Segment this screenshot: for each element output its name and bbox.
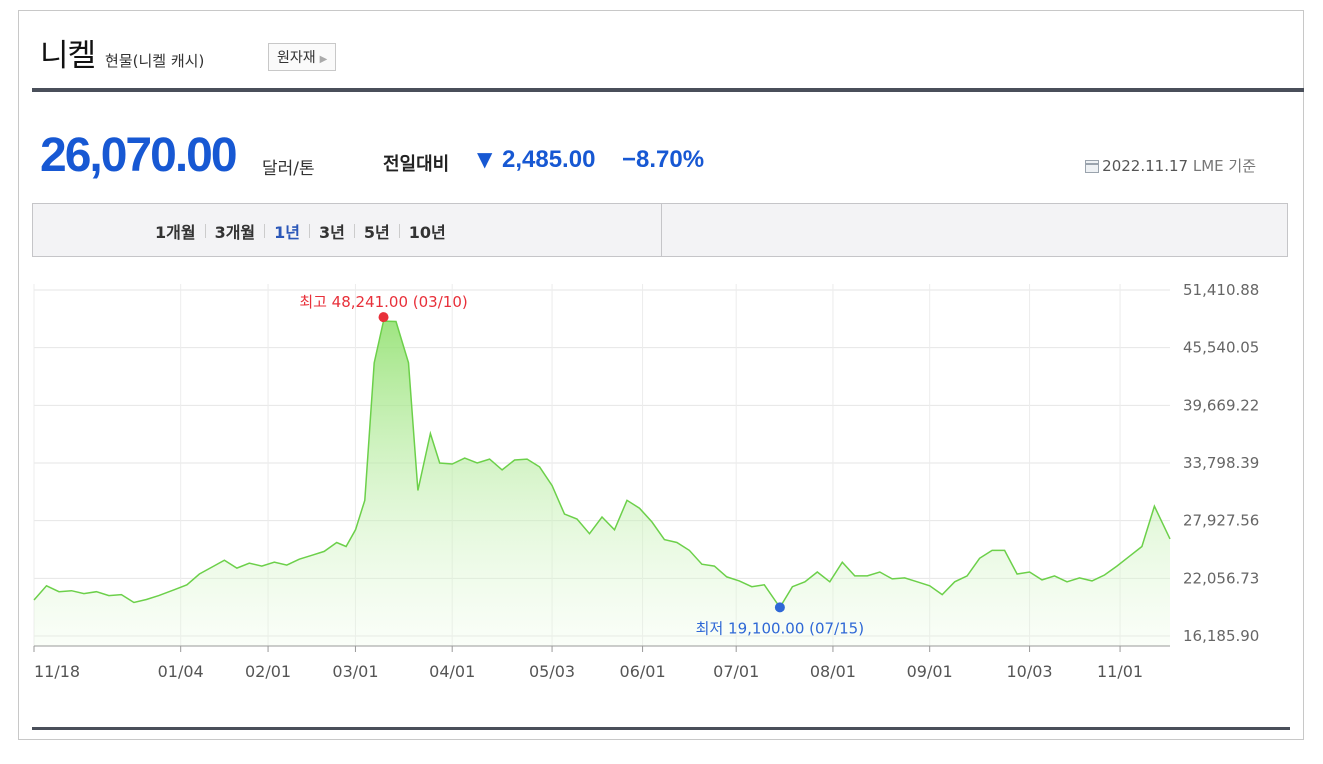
source-label: LME 기준 — [1192, 157, 1256, 175]
header-divider — [32, 88, 1304, 92]
price-unit: 달러/톤 — [262, 159, 315, 179]
low-point-marker — [774, 602, 785, 613]
period-tab[interactable]: 5년 — [363, 223, 390, 242]
y-tick-label: 16,185.90 — [1183, 627, 1259, 645]
y-tick-label: 45,540.05 — [1183, 339, 1259, 357]
tab-separator — [204, 224, 206, 238]
x-tick-label: 05/03 — [529, 662, 575, 681]
y-tick-label: 33,798.39 — [1183, 454, 1259, 472]
period-tab[interactable]: 10년 — [408, 223, 446, 242]
y-tick-label: 22,056.73 — [1183, 569, 1259, 587]
x-tick-label: 08/01 — [810, 662, 856, 681]
tab-separator — [309, 224, 311, 238]
x-tick-label: 07/01 — [713, 662, 759, 681]
down-triangle-icon: ▼ — [477, 147, 493, 171]
period-tab[interactable]: 1년 — [274, 223, 301, 242]
period-tabs: 1개월 3개월 1년 3년 5년 10년 — [32, 203, 1288, 257]
x-tick-label: 03/01 — [332, 662, 378, 681]
chart-axes: 51,410.88 45,540.05 39,669.22 33,798.39 27,9… — [33, 281, 1259, 681]
price-area-fill — [34, 321, 1170, 646]
tab-separator — [398, 224, 400, 238]
price-date: 2022.11.17 LME 기준 — [1085, 155, 1256, 176]
period-tab-list: 1개월 3개월 1년 3년 5년 10년 — [153, 219, 448, 243]
y-tick-label: 51,410.88 — [1183, 281, 1259, 299]
commodity-subtitle: 현물(니켈 캐시) — [105, 52, 205, 70]
x-tick-label: 04/01 — [429, 662, 475, 681]
calendar-icon — [1085, 160, 1100, 173]
high-point-marker — [378, 312, 389, 323]
current-price: 26,070.00 — [40, 129, 238, 182]
chevron-right-icon: ▶ — [319, 54, 328, 65]
low-point-label: 최저 19,100.00 (07/15) — [696, 619, 864, 637]
x-tick-label: 11/01 — [1097, 662, 1143, 681]
category-button[interactable]: 원자재 ▶ — [268, 43, 337, 71]
tab-separator — [353, 224, 355, 238]
x-tick-label: 09/01 — [907, 662, 953, 681]
period-tab[interactable]: 3년 — [319, 223, 345, 242]
period-tab[interactable]: 3개월 — [214, 223, 256, 242]
x-tick-label: 02/01 — [245, 662, 291, 681]
commodity-title: 니켈 — [40, 38, 96, 74]
high-point-label: 최고 48,241.00 (03/10) — [299, 293, 467, 311]
x-tick-label: 06/01 — [620, 662, 666, 681]
tabs-divider — [661, 204, 662, 256]
price-row: 26,070.00 달러/톤 전일대비 ▼ 2,485.00 −8.70% 20… — [40, 128, 1280, 188]
change-percent: −8.70% — [622, 146, 705, 173]
y-tick-label: 27,927.56 — [1183, 512, 1259, 530]
tab-separator — [264, 224, 266, 238]
widget-frame — [18, 10, 1304, 740]
compare-label: 전일대비 — [383, 154, 450, 175]
x-tick-label: 10/03 — [1007, 662, 1053, 681]
x-tick-label: 11/18 — [34, 662, 80, 681]
x-tick-label: 01/04 — [158, 662, 204, 681]
chart-area — [33, 320, 1171, 646]
y-tick-label: 39,669.22 — [1183, 396, 1259, 414]
footer-divider — [32, 727, 1290, 730]
change-value: 2,485.00 — [502, 146, 596, 173]
title-row: 니켈 현물(니켈 캐시) — [40, 30, 204, 80]
price-line — [33, 320, 1171, 609]
date-value: 2022.11.17 — [1102, 157, 1189, 175]
period-tab[interactable]: 1개월 — [155, 223, 196, 242]
chart-markers: 최고 48,241.00 (03/10) 최저 19,100.00 (07/15) — [299, 293, 864, 637]
category-button-label: 원자재 — [277, 50, 316, 66]
